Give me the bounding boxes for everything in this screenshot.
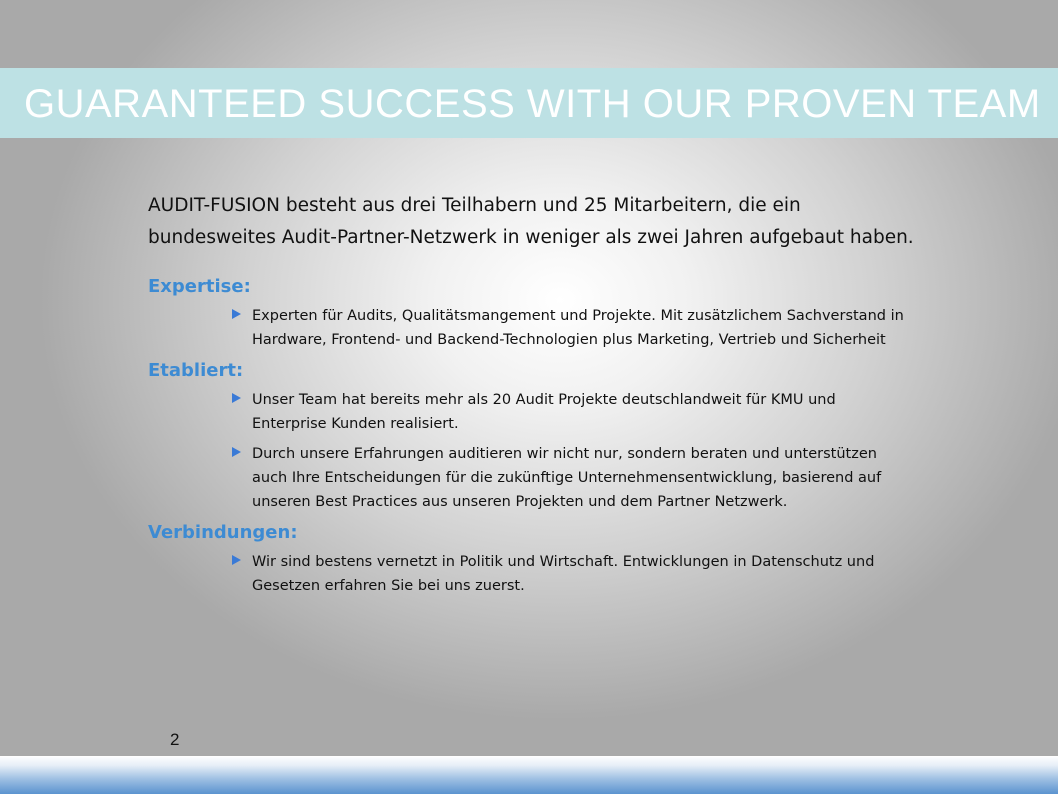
section-heading-etabliert: Etabliert:: [148, 360, 244, 381]
bottom-decor-band: [0, 756, 1058, 794]
slide-title: GUARANTEED SUCCESS WITH OUR PROVEN TEAM: [24, 82, 1041, 126]
bullet-list-etabliert: Unser Team hat bereits mehr als 20 Audit…: [232, 388, 912, 514]
bullet-item: Durch unsere Erfahrungen auditieren wir …: [232, 442, 912, 514]
title-bar: GUARANTEED SUCCESS WITH OUR PROVEN TEAM: [0, 68, 1058, 138]
triangle-right-icon: [232, 309, 241, 319]
bullet-text: Unser Team hat bereits mehr als 20 Audit…: [252, 392, 836, 432]
bullet-list-verbindungen: Wir sind bestens vernetzt in Politik und…: [232, 550, 912, 598]
page-number: 2: [170, 730, 180, 749]
triangle-right-icon: [232, 447, 241, 457]
bullet-text: Durch unsere Erfahrungen auditieren wir …: [252, 446, 882, 510]
bullet-item: Wir sind bestens vernetzt in Politik und…: [232, 550, 912, 598]
section-heading-verbindungen: Verbindungen:: [148, 522, 298, 543]
section-heading-expertise: Expertise:: [148, 276, 251, 297]
slide-content: AUDIT-FUSION besteht aus drei Teilhabern…: [148, 190, 928, 604]
intro-paragraph: AUDIT-FUSION besteht aus drei Teilhabern…: [148, 195, 914, 248]
bullet-list-expertise: Experten für Audits, Qualitätsmangement …: [232, 304, 912, 352]
bullet-item: Experten für Audits, Qualitätsmangement …: [232, 304, 912, 352]
bullet-text: Experten für Audits, Qualitätsmangement …: [252, 308, 904, 348]
bullet-item: Unser Team hat bereits mehr als 20 Audit…: [232, 388, 912, 436]
triangle-right-icon: [232, 555, 241, 565]
bullet-text: Wir sind bestens vernetzt in Politik und…: [252, 554, 875, 594]
triangle-right-icon: [232, 393, 241, 403]
